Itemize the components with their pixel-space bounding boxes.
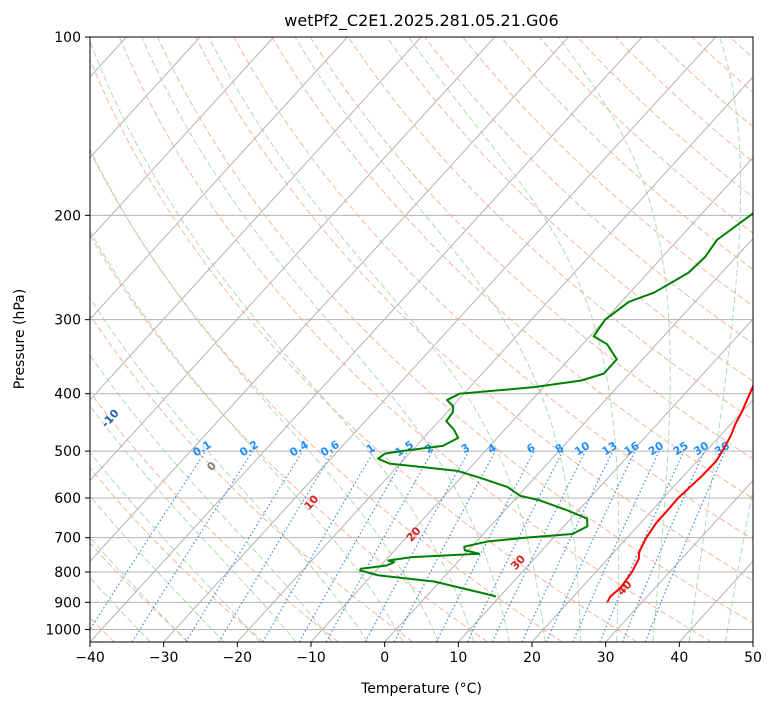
mixing-ratio-line	[185, 450, 304, 642]
mixing-ratio-line	[572, 450, 660, 642]
x-tick-label: −20	[223, 650, 253, 666]
isotherm-10	[457, 318, 753, 642]
moist-adiabat	[208, 37, 546, 642]
x-tick-label: 10	[449, 650, 467, 666]
moist-adiabat	[90, 39, 475, 642]
x-axis-label: Temperature (°C)	[360, 681, 482, 697]
moist-adiabat	[90, 405, 297, 642]
isotherm--50	[90, 37, 569, 563]
isotherm--10	[310, 156, 753, 642]
x-tick-label: 50	[744, 650, 762, 666]
isotherm-0	[384, 237, 753, 642]
isotherm-50	[752, 641, 753, 642]
dry-adiabat	[90, 58, 638, 642]
isotherm--20	[236, 76, 753, 642]
temperature-line	[606, 383, 753, 603]
dewpoint-line	[359, 212, 753, 598]
dry-adiabat	[233, 37, 753, 540]
x-tick-label: −30	[149, 650, 179, 666]
isotherm--100	[90, 37, 201, 159]
y-tick-label: 500	[54, 444, 81, 460]
y-tick-label: 200	[54, 208, 81, 224]
moist-adiabat	[688, 37, 742, 642]
moist-adiabat	[557, 37, 671, 642]
moist-adiabat	[90, 148, 439, 642]
isotherm--70	[90, 37, 422, 401]
dry-adiabat	[157, 37, 753, 624]
moist-adiabat	[141, 37, 510, 642]
y-tick-label: 400	[54, 387, 81, 403]
chart-grid	[90, 37, 775, 642]
y-tick-label: 800	[54, 565, 81, 581]
mixing-ratio-line	[90, 450, 207, 631]
mixing-ratio-line	[644, 450, 726, 642]
chart-title: wetPf2_C2E1.2025.281.05.21.G06	[284, 11, 558, 31]
moist-adiabat	[408, 37, 620, 642]
mixing-ratio-line	[325, 450, 434, 642]
dry-adiabat	[768, 37, 775, 642]
isotherm--30	[163, 37, 717, 642]
isotherm-30	[605, 479, 753, 642]
isotherm--60	[90, 37, 496, 482]
moist-adiabat	[90, 230, 404, 642]
moist-adiabat	[294, 37, 582, 642]
dry-adiabat	[90, 234, 488, 642]
y-axis: 100 200 300 400 500 600 700 800 900 1000	[45, 30, 90, 638]
dry-adiabat	[462, 37, 753, 307]
y-tick-label: 600	[54, 491, 81, 507]
dry-adiabat	[90, 314, 414, 642]
plot-frame	[89, 36, 754, 643]
moist-adiabat	[90, 451, 261, 642]
x-tick-label: 40	[670, 650, 688, 666]
moist-adiabat	[90, 495, 225, 642]
moist-adiabat	[90, 297, 369, 642]
dry-adiabat	[386, 37, 753, 382]
x-axis: −40 −30 −20 −10 0 10 20 30 40 50	[75, 642, 762, 666]
y-tick-label: 300	[54, 313, 81, 329]
isotherm--80	[90, 37, 348, 320]
mixing-ratio-line	[621, 450, 705, 642]
mixing-ratio-line	[364, 450, 470, 642]
dry-adiabat	[271, 37, 753, 500]
x-tick-label: 30	[597, 650, 615, 666]
moist-adiabat	[90, 536, 188, 642]
x-tick-label: −40	[75, 650, 105, 666]
mixing-ratio-line	[599, 450, 685, 642]
isotherm--40	[90, 37, 643, 642]
dry-adiabat	[195, 37, 753, 582]
x-tick-label: 20	[523, 650, 541, 666]
isotherm-20	[531, 399, 753, 642]
x-tick-label: 0	[380, 650, 389, 666]
y-tick-label: 900	[54, 595, 81, 611]
moist-adiabat	[90, 576, 151, 642]
y-tick-label: 1000	[45, 622, 81, 638]
x-tick-label: −10	[296, 650, 326, 666]
isotherm--90	[90, 37, 275, 240]
dry-adiabat	[347, 37, 753, 421]
mixing-ratio-line	[466, 450, 564, 642]
mixing-ratio-line	[131, 450, 254, 642]
y-axis-label: Pressure (hPa)	[12, 289, 28, 389]
mixing-ratio-line	[393, 450, 496, 642]
y-tick-label: 700	[54, 531, 81, 547]
dry-adiabat	[90, 467, 264, 642]
plot-background	[90, 37, 753, 642]
dry-adiabat-label: -20	[25, 384, 48, 408]
profile-series	[359, 212, 753, 603]
y-tick-label: 100	[54, 30, 81, 46]
